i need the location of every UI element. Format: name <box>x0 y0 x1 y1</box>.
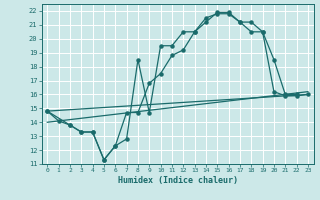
X-axis label: Humidex (Indice chaleur): Humidex (Indice chaleur) <box>118 176 237 185</box>
